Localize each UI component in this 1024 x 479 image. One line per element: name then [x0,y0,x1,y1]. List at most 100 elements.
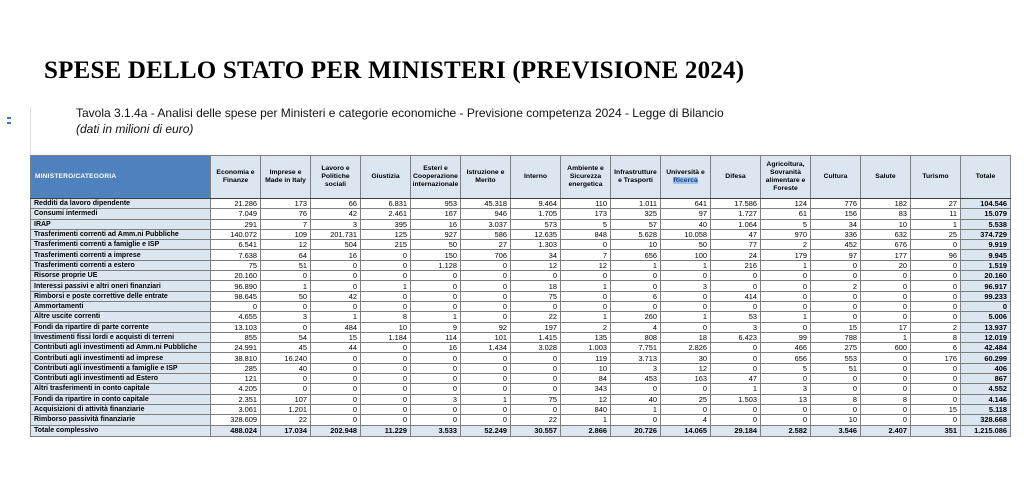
column-header: Cultura [810,155,861,199]
cell: 177 [860,249,911,261]
cell: 0 [910,362,961,375]
cell: 0 [360,270,411,282]
cell: 0 [560,239,611,251]
data-unit-note: (dati in milioni di euro) [76,121,194,136]
table-caption: Tavola 3.1.4a - Analisi delle spese per … [76,106,724,137]
cell: 927 [410,228,461,241]
table-row: Fondi da ripartire in conto capitale 2.35… [30,393,1011,405]
cell: 1.201 [260,403,311,416]
cell: 275 [810,342,861,354]
page-frame-line [30,107,31,155]
cell: 20.726 [610,424,661,438]
column-header: Giustizia [360,155,411,199]
cell: 1 [660,259,711,272]
cell: 21.286 [210,197,261,210]
column-header: Turismo [910,155,961,199]
cell: 7 [560,249,611,261]
row-label: Trasferimenti correnti a imprese [30,249,211,261]
cell: 1.003 [560,342,611,354]
column-header: Totale [960,155,1011,199]
row-label: Contributi agli investimenti ad imprese [30,352,211,364]
cell: 0 [760,403,811,416]
cell: 406 [960,362,1011,375]
table-row: Contributi agli investimenti a famiglie … [30,362,1011,375]
cell: 13.937 [960,321,1011,333]
cell: 3 [610,362,661,375]
cell: 0 [660,403,711,416]
cell: 0 [710,403,761,416]
table-row: Investimenti fissi lordi e acquisti di t… [30,331,1011,344]
cell: 0 [610,383,661,395]
row-label: Trasferimenti correnti ad Amm.ni Pubblic… [30,228,211,241]
column-header: Infrastrutture e Trasporti [610,155,661,199]
cell: 0 [510,373,561,385]
cell: 946 [460,208,511,220]
cell: 414 [710,290,761,302]
cell: 99 [760,331,811,344]
cell: 0 [460,362,511,375]
cell: 0 [660,290,711,302]
cell: 6 [610,290,661,302]
table-header: MINISTERO/CATEGORIA Economia e Finanze Imp… [30,155,1011,199]
cell: 0 [410,362,461,375]
cell: 0 [860,300,911,313]
row-label: Totale complessivo [30,424,211,438]
column-header: Università e Ricerca [660,155,711,199]
cell: 10.058 [660,228,711,241]
cell: 57 [610,218,661,230]
cell: 1 [560,280,611,292]
cell: 1 [310,311,361,323]
cell: 100 [660,249,711,261]
cell: 953 [410,197,461,210]
cell: 53 [710,311,761,323]
cell: 0 [810,403,861,416]
cell: 0 [460,403,511,416]
cell: 656 [760,352,811,364]
table-row: Redditi da lavoro dipendente 21.286 173 66 6… [30,197,1011,210]
cell: 5 [560,218,611,230]
cell: 0 [460,352,511,364]
cell: 12 [560,393,611,405]
cell: 42 [310,290,361,302]
cell: 107 [260,393,311,405]
cell: 0 [260,300,311,313]
cell: 9.464 [510,197,561,210]
table-body: Redditi da lavoro dipendente 21.286 173 66 6… [30,197,1011,438]
cell: 1.727 [710,208,761,220]
cell: 20.160 [210,270,261,282]
column-header: Ambiente e Sicurezza energetica [560,155,611,199]
cell: 0 [410,352,461,364]
cell: 0 [510,352,561,364]
cell: 2.866 [560,424,611,438]
cell: 13.103 [210,321,261,333]
cell: 0 [410,290,461,302]
cell: 77 [710,239,761,251]
cell: 1.303 [510,239,561,251]
cell: 848 [560,228,611,241]
cell: 0 [360,362,411,375]
cell: 0 [710,300,761,313]
cell: 16 [410,218,461,230]
cell: 1.128 [410,259,461,272]
cell: 0 [460,311,511,323]
cell: 2 [560,321,611,333]
page-title: SPESE DELLO STATO PER MINISTERI (PREVISI… [44,56,745,84]
cell: 0 [460,290,511,302]
cell: 3.037 [460,218,511,230]
cell: 0 [410,403,461,416]
cell: 0 [310,362,361,375]
cell: 13 [760,393,811,405]
cell: 10 [610,239,661,251]
cell: 4 [610,321,661,333]
column-header: Interno [510,155,561,199]
cell: 452 [810,239,861,251]
cell: 2.582 [760,424,811,438]
cell: 0 [860,414,911,426]
cell: 3 [410,393,461,405]
table-row: Trasferimenti correnti a imprese 7.638 64 1… [30,249,1011,261]
cell: 14.065 [660,424,711,438]
cell: 0 [660,300,711,313]
column-header: Salute [860,155,911,199]
cell: 109 [260,228,311,241]
cell: 12.635 [510,228,561,241]
